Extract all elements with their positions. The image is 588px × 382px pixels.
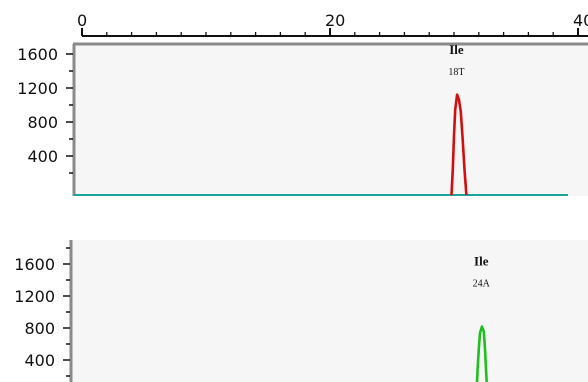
peak-label-name: Ile: [474, 254, 489, 269]
y-tick-label: 1200: [14, 287, 55, 306]
panel-1-plot-area: [75, 44, 588, 196]
y-tick-label: 800: [24, 319, 55, 338]
y-tick-label: 800: [27, 113, 58, 132]
y-tick-label: 1600: [17, 45, 58, 64]
y-tick-label: 1200: [17, 79, 58, 98]
panel-2-plot-area: [72, 240, 588, 382]
peak-label-detail: 24A: [473, 279, 491, 290]
peak-trace-panel-2: [475, 325, 488, 382]
peak-trace-panel-1: [450, 93, 468, 196]
x-tick-label: 40: [573, 11, 588, 30]
y-tick-label: 1600: [14, 255, 55, 274]
y-tick-label: 400: [24, 351, 55, 370]
x-tick-label: 0: [77, 11, 87, 30]
x-tick-label: 20: [325, 11, 345, 30]
peak-label-detail: 18T: [448, 67, 464, 78]
peak-label-name: Ile: [449, 42, 464, 57]
y-tick-label: 400: [27, 147, 58, 166]
